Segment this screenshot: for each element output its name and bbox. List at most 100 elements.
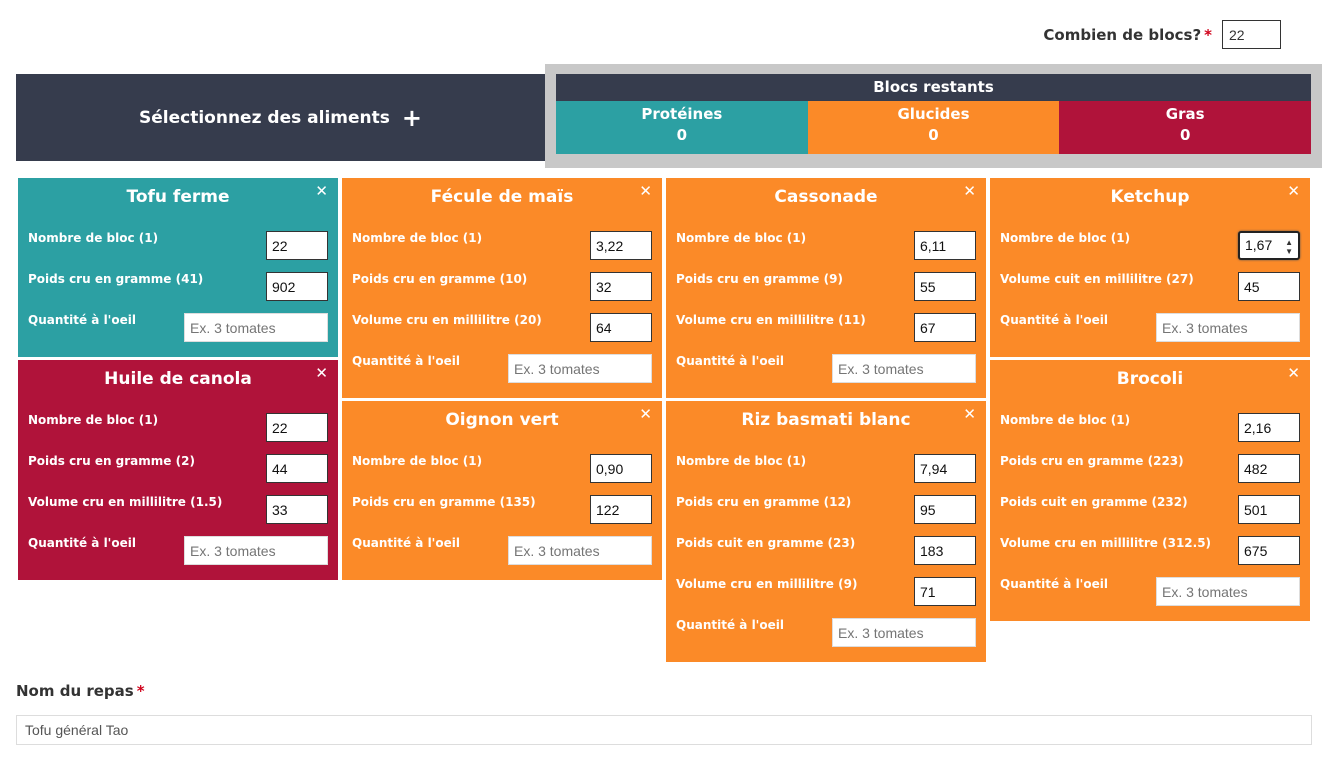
block-count-input[interactable] bbox=[590, 231, 652, 260]
food-card-brocoli: Brocoli ✕ Nombre de bloc (1) Poids cru e… bbox=[990, 360, 1310, 621]
field-label: Quantité à l'oeil bbox=[352, 354, 460, 368]
food-card-fecule: Fécule de maïs ✕ Nombre de bloc (1) Poid… bbox=[342, 178, 662, 398]
blocks-count-row: Combien de blocs? * bbox=[1043, 20, 1281, 49]
field-label: Nombre de bloc (1) bbox=[676, 454, 807, 468]
food-card-title: Huile de canola bbox=[104, 369, 252, 389]
food-card-title: Riz basmati blanc bbox=[741, 410, 911, 430]
block-count-input[interactable] bbox=[590, 454, 652, 483]
close-icon[interactable]: ✕ bbox=[963, 182, 976, 200]
eyeball-quantity-input[interactable] bbox=[184, 313, 328, 342]
select-foods-label: Sélectionnez des aliments bbox=[139, 107, 390, 128]
field-label: Poids cuit en gramme (232) bbox=[1000, 495, 1188, 509]
field-label: Nombre de bloc (1) bbox=[676, 231, 807, 245]
block-count-input[interactable] bbox=[914, 454, 976, 483]
cooked-weight-input[interactable] bbox=[1238, 495, 1300, 524]
food-card-oignon: Oignon vert ✕ Nombre de bloc (1) Poids c… bbox=[342, 401, 662, 580]
field-label: Poids cru en gramme (135) bbox=[352, 495, 536, 509]
food-card-title: Fécule de maïs bbox=[430, 187, 574, 207]
raw-volume-input[interactable] bbox=[914, 313, 976, 342]
spinner-arrows-icon[interactable]: ▲ ▼ bbox=[1285, 238, 1293, 256]
remaining-fats: Gras 0 bbox=[1059, 101, 1312, 154]
field-label: Poids cuit en gramme (23) bbox=[676, 536, 856, 550]
food-card-title: Ketchup bbox=[1110, 187, 1190, 207]
eyeball-quantity-input[interactable] bbox=[1156, 313, 1300, 342]
remaining-blocks-panel: Blocs restants Protéines 0 Glucides 0 Gr… bbox=[545, 64, 1322, 168]
food-card-title: Oignon vert bbox=[445, 410, 559, 430]
close-icon[interactable]: ✕ bbox=[315, 182, 328, 200]
field-label: Volume cru en millilitre (20) bbox=[352, 313, 542, 327]
meal-name-input[interactable] bbox=[16, 715, 1312, 745]
field-label: Nombre de bloc (1) bbox=[28, 231, 159, 245]
eyeball-quantity-input[interactable] bbox=[1156, 577, 1300, 606]
raw-volume-input[interactable] bbox=[266, 495, 328, 524]
field-label: Quantité à l'oeil bbox=[676, 618, 784, 632]
food-card-tofu: Tofu ferme ✕ Nombre de bloc (1) Poids cr… bbox=[18, 178, 338, 357]
block-count-input[interactable] bbox=[914, 231, 976, 260]
field-label: Quantité à l'oeil bbox=[1000, 313, 1108, 327]
close-icon[interactable]: ✕ bbox=[1287, 182, 1300, 200]
eyeball-quantity-input[interactable] bbox=[508, 536, 652, 565]
food-card-canola: Huile de canola ✕ Nombre de bloc (1) Poi… bbox=[18, 360, 338, 580]
field-label: Volume cuit en millilitre (27) bbox=[1000, 272, 1194, 286]
field-label: Poids cru en gramme (12) bbox=[676, 495, 852, 509]
food-card-cassonade: Cassonade ✕ Nombre de bloc (1) Poids cru… bbox=[666, 178, 986, 398]
food-card-title: Brocoli bbox=[1116, 369, 1184, 389]
raw-weight-input[interactable] bbox=[266, 272, 328, 301]
select-foods-button[interactable]: Sélectionnez des aliments + bbox=[16, 74, 545, 161]
block-count-input[interactable] bbox=[266, 231, 328, 260]
field-label: Volume cru en millilitre (11) bbox=[676, 313, 866, 327]
food-card-ketchup: Ketchup ✕ Nombre de bloc (1) 1,67 ▲ ▼ Volum… bbox=[990, 178, 1310, 357]
field-label: Nombre de bloc (1) bbox=[28, 413, 159, 427]
close-icon[interactable]: ✕ bbox=[639, 405, 652, 423]
close-icon[interactable]: ✕ bbox=[1287, 364, 1300, 382]
close-icon[interactable]: ✕ bbox=[315, 364, 328, 382]
food-card-title: Tofu ferme bbox=[126, 187, 230, 207]
field-label: Quantité à l'oeil bbox=[1000, 577, 1108, 591]
plus-icon: + bbox=[401, 103, 422, 132]
field-label: Volume cru en millilitre (312.5) bbox=[1000, 536, 1212, 550]
eyeball-quantity-input[interactable] bbox=[184, 536, 328, 565]
field-label: Volume cru en millilitre (9) bbox=[676, 577, 858, 591]
field-label: Poids cru en gramme (9) bbox=[676, 272, 843, 286]
raw-weight-input[interactable] bbox=[266, 454, 328, 483]
raw-volume-input[interactable] bbox=[1238, 536, 1300, 565]
block-count-input[interactable]: 1,67 ▲ ▼ bbox=[1238, 231, 1300, 260]
field-label: Poids cru en gramme (223) bbox=[1000, 454, 1184, 468]
food-card-riz: Riz basmati blanc ✕ Nombre de bloc (1) P… bbox=[666, 401, 986, 662]
field-label: Quantité à l'oeil bbox=[28, 536, 136, 550]
food-card-title: Cassonade bbox=[774, 187, 878, 207]
close-icon[interactable]: ✕ bbox=[963, 405, 976, 423]
field-label: Poids cru en gramme (10) bbox=[352, 272, 528, 286]
remaining-proteins: Protéines 0 bbox=[556, 101, 808, 154]
raw-weight-input[interactable] bbox=[914, 272, 976, 301]
raw-weight-input[interactable] bbox=[590, 272, 652, 301]
remaining-blocks-title: Blocs restants bbox=[556, 74, 1311, 101]
blocks-count-input[interactable] bbox=[1222, 20, 1281, 49]
field-label: Poids cru en gramme (2) bbox=[28, 454, 195, 468]
field-label: Quantité à l'oeil bbox=[352, 536, 460, 550]
cooked-volume-input[interactable] bbox=[1238, 272, 1300, 301]
cooked-weight-input[interactable] bbox=[914, 536, 976, 565]
raw-weight-input[interactable] bbox=[1238, 454, 1300, 483]
raw-volume-input[interactable] bbox=[590, 313, 652, 342]
eyeball-quantity-input[interactable] bbox=[832, 354, 976, 383]
field-label: Volume cru en millilitre (1.5) bbox=[28, 495, 223, 509]
field-label: Nombre de bloc (1) bbox=[1000, 413, 1131, 427]
blocks-count-label: Combien de blocs? * bbox=[1043, 25, 1212, 44]
meal-name-label: Nom du repas * bbox=[16, 682, 145, 700]
block-count-input[interactable] bbox=[1238, 413, 1300, 442]
field-label: Nombre de bloc (1) bbox=[352, 454, 483, 468]
field-label: Poids cru en gramme (41) bbox=[28, 272, 204, 286]
remaining-carbs: Glucides 0 bbox=[807, 101, 1060, 154]
field-label: Nombre de bloc (1) bbox=[1000, 231, 1131, 245]
field-label: Quantité à l'oeil bbox=[676, 354, 784, 368]
raw-volume-input[interactable] bbox=[914, 577, 976, 606]
raw-weight-input[interactable] bbox=[590, 495, 652, 524]
field-label: Quantité à l'oeil bbox=[28, 313, 136, 327]
eyeball-quantity-input[interactable] bbox=[832, 618, 976, 647]
raw-weight-input[interactable] bbox=[914, 495, 976, 524]
field-label: Nombre de bloc (1) bbox=[352, 231, 483, 245]
block-count-input[interactable] bbox=[266, 413, 328, 442]
close-icon[interactable]: ✕ bbox=[639, 182, 652, 200]
eyeball-quantity-input[interactable] bbox=[508, 354, 652, 383]
